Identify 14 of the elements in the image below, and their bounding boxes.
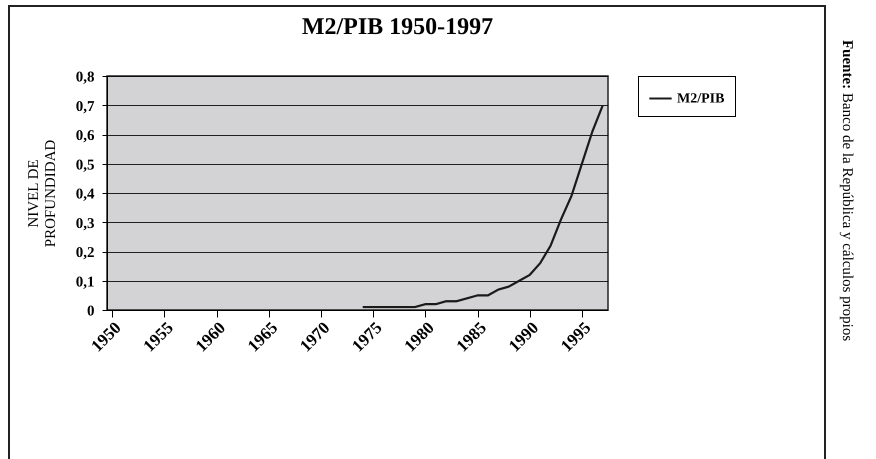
legend-label: M2/PIB: [677, 92, 724, 106]
y-tick-label: 0,4: [76, 186, 95, 202]
y-tick-label: 0,7: [76, 98, 95, 115]
chart-title: M2/PIB 1950-1997: [302, 14, 494, 40]
y-tick-label: 0,8: [76, 70, 94, 86]
y-tick-label: 0,1: [76, 274, 94, 290]
line-series: [362, 104, 604, 308]
y-tick-label: 0,3: [76, 216, 94, 232]
y-tick-label: 0,6: [76, 128, 95, 144]
y-axis-title: NIVEL DE PROFUNDIDAD: [26, 140, 59, 248]
y-tick-label: 0: [87, 304, 94, 320]
y-tick-label: 0,2: [76, 245, 94, 261]
y-tick-label: 0,5: [76, 157, 94, 174]
source-note: Fuente: Banco de la República y cálculos propios: [838, 40, 855, 342]
